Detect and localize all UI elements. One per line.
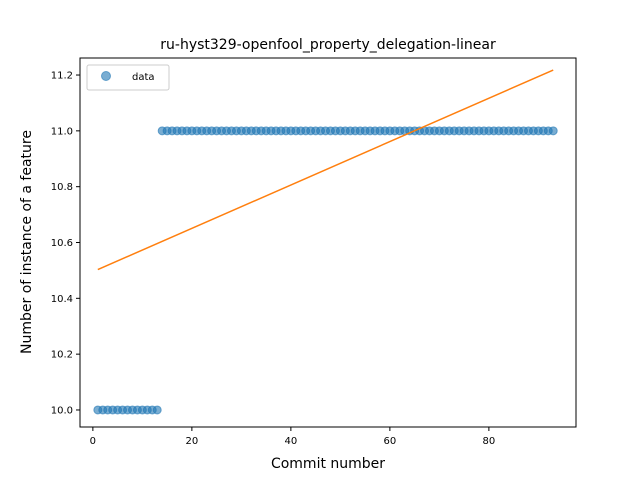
y-tick-label: 10.4: [51, 294, 73, 305]
x-tick-label: 0: [90, 436, 96, 447]
data-point: [152, 405, 162, 415]
x-tick-label: 20: [186, 436, 199, 447]
x-tick-label: 80: [483, 436, 496, 447]
y-axis-label: Number of instance of a feature: [19, 130, 35, 354]
y-tick-label: 11.0: [51, 126, 73, 137]
x-axis-label: Commit number: [271, 456, 385, 472]
chart-title: ru-hyst329-openfool_property_delegation-…: [160, 37, 496, 53]
y-tick-label: 10.2: [51, 350, 73, 361]
plot-marks: [93, 69, 558, 415]
x-tick-label: 40: [285, 436, 298, 447]
data-point: [548, 126, 558, 136]
legend-label-data: data: [132, 72, 155, 83]
y-tick-label: 10.0: [51, 405, 73, 416]
y-tick-label: 10.8: [51, 182, 73, 193]
y-tick-label: 10.6: [51, 238, 73, 249]
legend-box: [86, 64, 170, 91]
fit-line: [97, 69, 554, 271]
x-tick-label: 60: [384, 436, 397, 447]
x-axis: 0 20 40 60 80: [90, 427, 496, 447]
plot-frame: [79, 57, 577, 428]
legend-marker-data: [101, 71, 111, 81]
y-tick-label: 11.2: [51, 71, 73, 82]
legend: data: [86, 64, 170, 91]
y-axis: 10.0 10.2 10.4 10.6 10.8 11.0 11.2: [51, 71, 80, 416]
